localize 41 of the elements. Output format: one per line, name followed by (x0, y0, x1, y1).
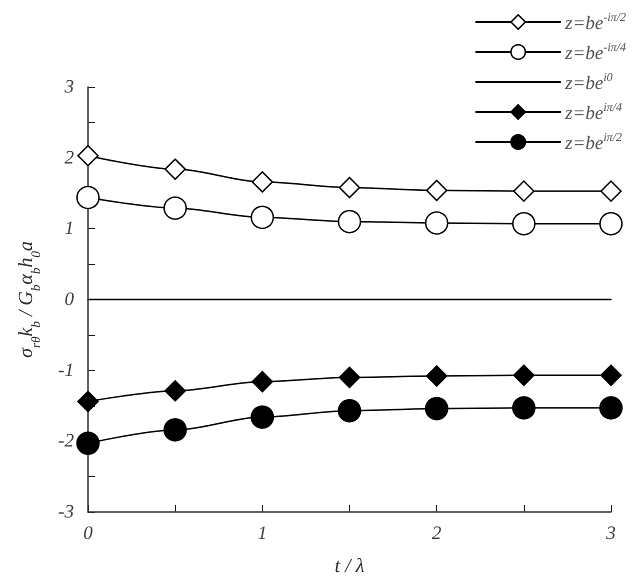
point (252, 171, 274, 193)
point (424, 211, 448, 235)
point (338, 366, 360, 388)
x-axis-title: t / λ (334, 555, 365, 577)
point (426, 365, 448, 387)
point (599, 396, 623, 420)
point (338, 176, 360, 198)
y-tick-label: -2 (58, 430, 74, 452)
point (513, 364, 535, 386)
x-tick-label: 0 (83, 523, 94, 544)
point (77, 390, 99, 412)
point (600, 364, 622, 386)
point (163, 196, 187, 220)
point (599, 212, 623, 236)
point (338, 210, 362, 234)
point (513, 180, 535, 202)
y-tick-label: 1 (64, 218, 74, 240)
point (250, 405, 274, 429)
point (338, 398, 362, 422)
point (250, 206, 274, 230)
point (76, 186, 100, 210)
x-tick-label: 3 (605, 523, 616, 544)
point (512, 396, 536, 420)
point (164, 380, 186, 402)
y-tick-label: -3 (58, 502, 74, 522)
x-tick-label: 1 (258, 523, 268, 544)
point (600, 180, 622, 202)
point (77, 144, 99, 166)
point (512, 212, 536, 236)
point (164, 158, 186, 180)
text: σrθkb / Gbαbh0a (15, 241, 43, 358)
y-tick-label: 2 (64, 147, 74, 168)
point (252, 370, 274, 392)
y-tick-label: 3 (64, 76, 74, 98)
point (163, 418, 187, 442)
y-tick-label: 0 (64, 289, 74, 310)
y-tick-label: -1 (58, 360, 74, 381)
point (76, 432, 100, 456)
point (424, 396, 448, 420)
point (426, 180, 448, 202)
x-tick-label: 2 (432, 523, 442, 544)
